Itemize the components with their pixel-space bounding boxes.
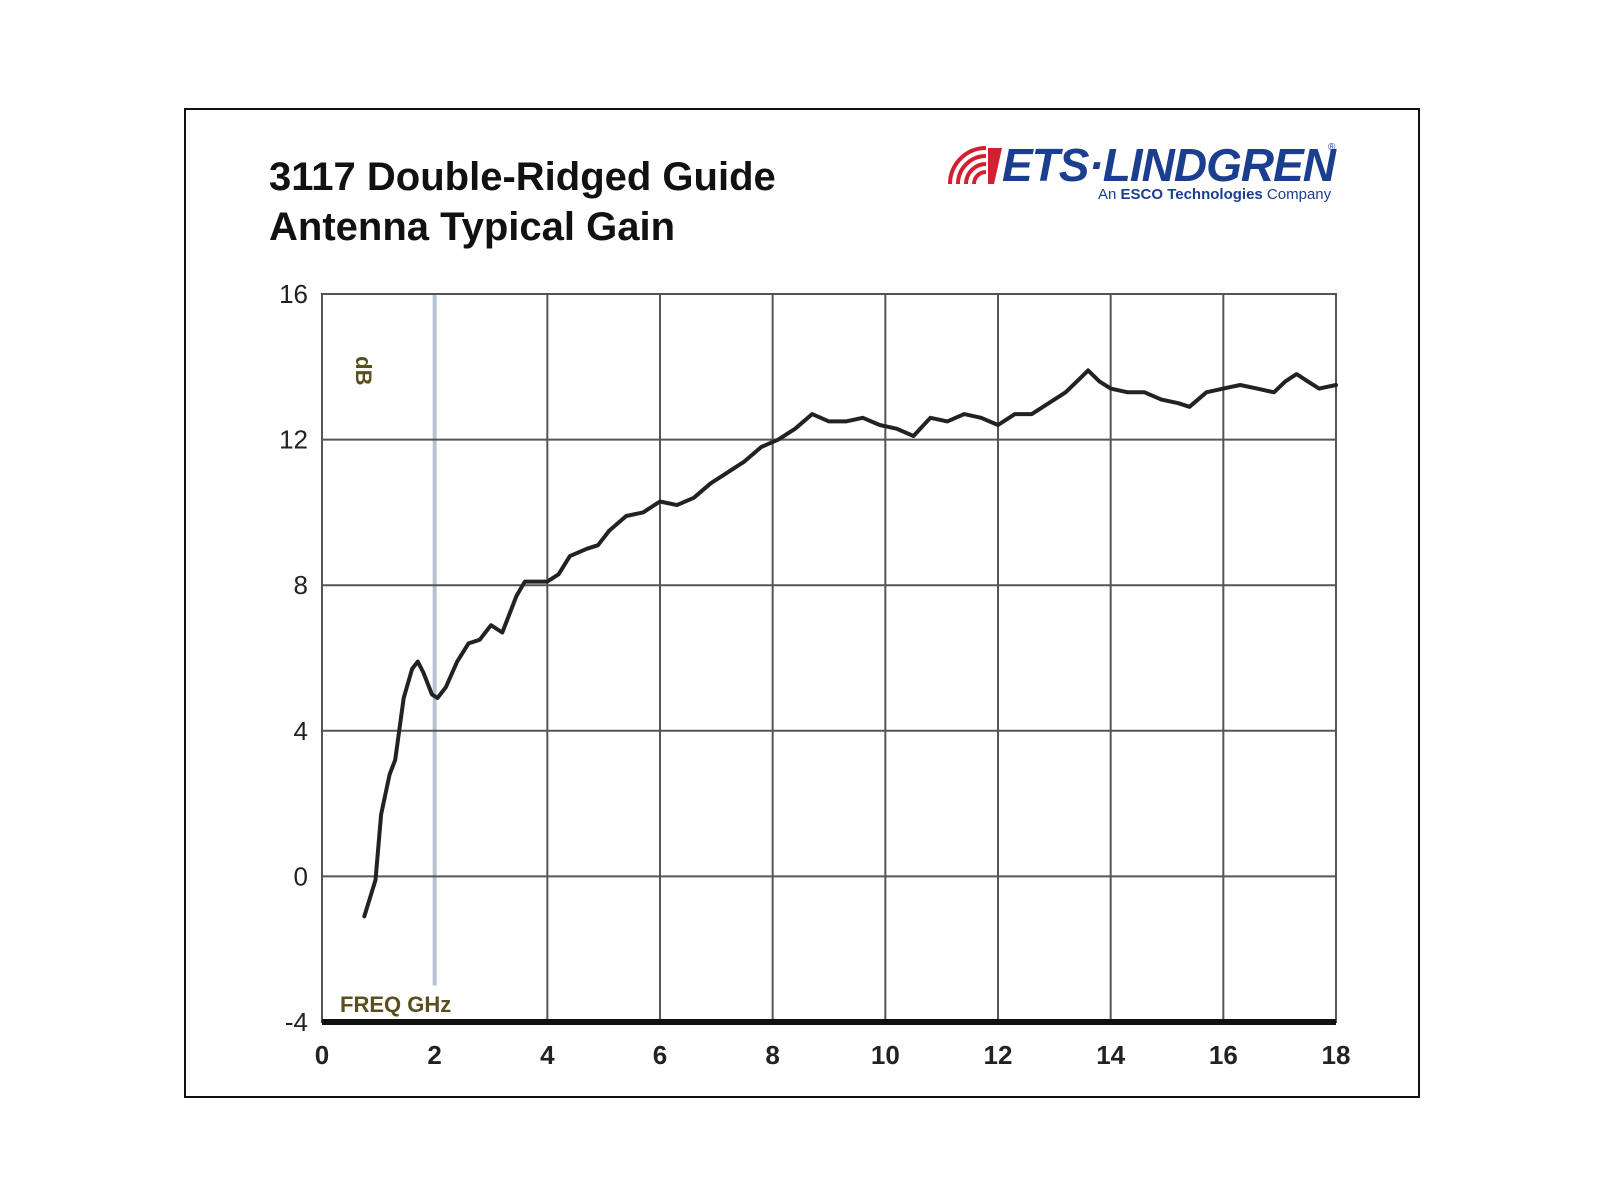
y-tick-label-0: 0 [294,861,308,891]
x-tick-label-12: 12 [984,1040,1013,1070]
y-tick-label-12: 12 [279,425,308,455]
logo-tagline-prefix: An [1098,186,1121,203]
y-axis-label: dB [351,356,376,385]
chart-title-line-1: 3117 Double-Ridged Guide [269,155,776,199]
x-axis-label: FREQ GHz [340,992,451,1017]
x-tick-label-4: 4 [540,1040,555,1070]
y-tick-label-4: 4 [294,716,308,746]
plot-area [321,293,1337,1023]
ets-lindgren-logo: ETS·LINDGREN ® An ESCO Technologies Comp… [948,140,1338,210]
logo-wordmark: ETS·LINDGREN [1002,139,1336,191]
logo-tagline-suffix: Company [1262,186,1332,203]
x-tick-label-18: 18 [1322,1040,1351,1070]
signal-waves-icon [948,146,1002,185]
x-tick-label-2: 2 [427,1040,441,1070]
x-tick-label-0: 0 [315,1040,329,1070]
gain-series-line [362,368,1338,919]
logo-tagline-company: ESCO Technologies [1120,186,1263,203]
registered-mark: ® [1328,142,1336,153]
x-tick-label-10: 10 [871,1040,900,1070]
x-tick-label-6: 6 [653,1040,667,1070]
x-tick-label-8: 8 [765,1040,779,1070]
y-tick-label--4: -4 [285,1007,308,1037]
x-tick-label-16: 16 [1209,1040,1238,1070]
logo-tagline: An ESCO Technologies Company [1098,186,1331,204]
y-tick-label-8: 8 [294,570,308,600]
chart-title: 3117 Double-Ridged Guide Antenna Typical… [269,152,776,252]
y-tick-label-16: 16 [279,279,308,309]
chart-title-line-2: Antenna Typical Gain [269,205,675,249]
x-tick-label-14: 14 [1096,1040,1125,1070]
